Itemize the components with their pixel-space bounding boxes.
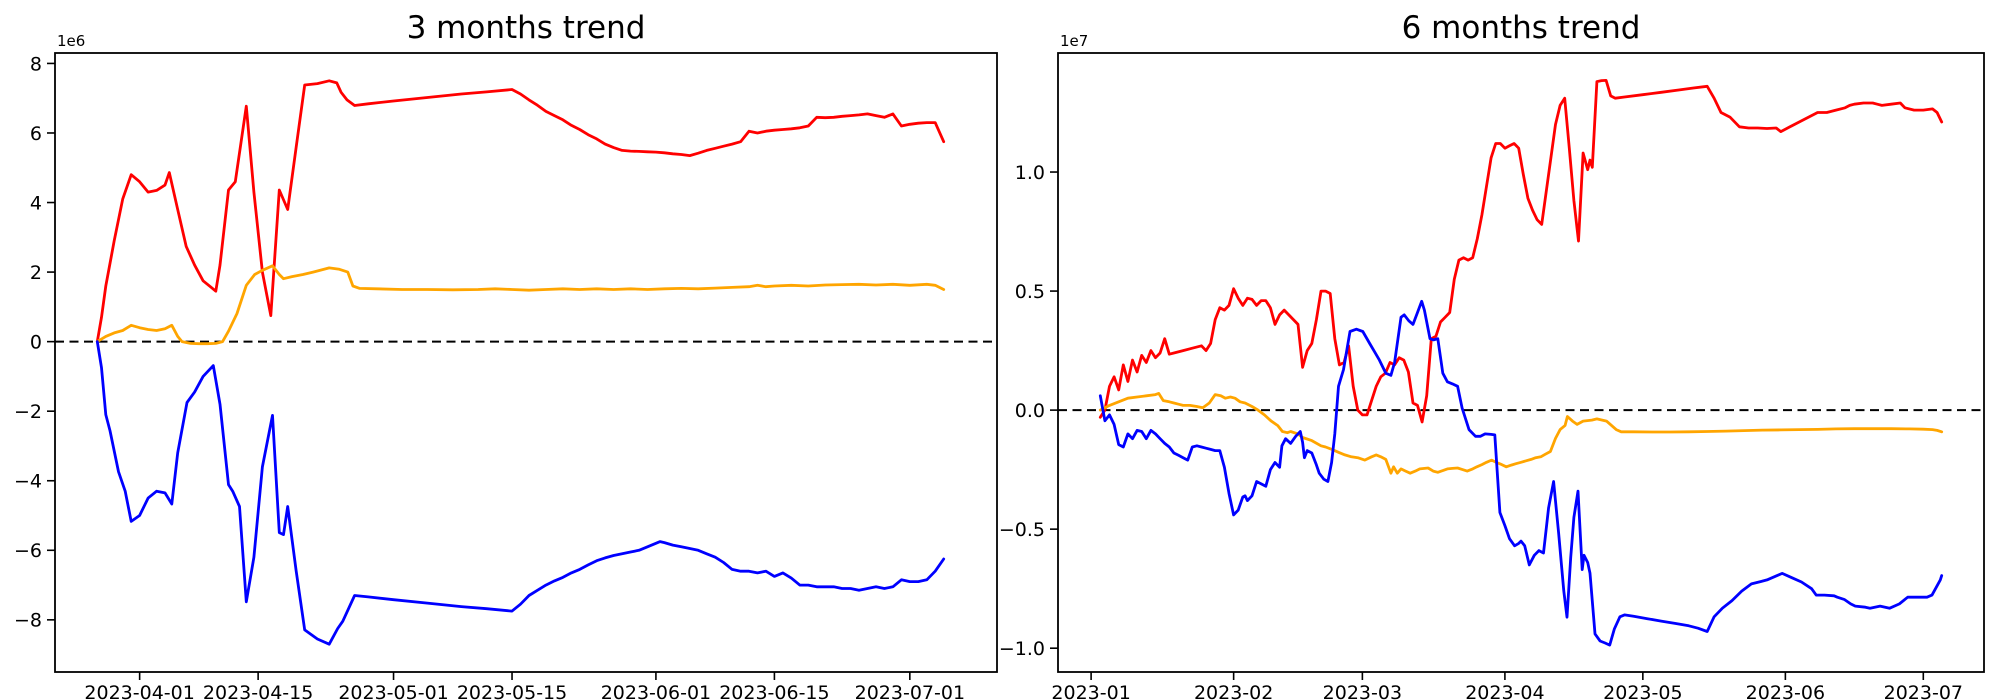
x-axis-tick-label: 2023-07-01 bbox=[855, 682, 965, 700]
x-axis-tick-label: 2023-04-15 bbox=[203, 682, 313, 700]
y-axis-tick-label: 6 bbox=[30, 123, 42, 145]
y-axis-tick-label: −2 bbox=[14, 401, 42, 423]
x-axis-tick-label: 2023-06 bbox=[1746, 682, 1825, 700]
y-axis-offset-label: 1e7 bbox=[1060, 32, 1088, 50]
x-axis-tick-label: 2023-03 bbox=[1323, 682, 1402, 700]
y-axis-tick-label: 8 bbox=[30, 53, 42, 75]
axes-border bbox=[54, 52, 998, 673]
series-line-blue bbox=[1098, 299, 1944, 647]
x-axis-tick-label: 2023-02 bbox=[1194, 682, 1273, 700]
series-line-orange bbox=[1098, 391, 1944, 475]
right-chart-title: 6 months trend bbox=[1401, 10, 1641, 46]
y-axis-tick-label: 1.0 bbox=[1015, 162, 1045, 184]
y-axis-tick-label: −8 bbox=[14, 610, 42, 632]
series-line-blue bbox=[95, 340, 946, 646]
y-axis-tick-label: −4 bbox=[14, 471, 42, 493]
y-axis-tick-label: −1.0 bbox=[999, 638, 1045, 660]
x-axis-tick-label: 2023-05 bbox=[1603, 682, 1682, 700]
x-axis-tick-label: 2023-06-01 bbox=[601, 682, 711, 700]
x-axis-tick-label: 2023-07 bbox=[1884, 682, 1963, 700]
y-axis-tick-label: 0.0 bbox=[1015, 400, 1045, 422]
y-axis-tick-label: −0.5 bbox=[999, 519, 1045, 541]
x-axis-tick-label: 2023-05-15 bbox=[457, 682, 567, 700]
y-axis-tick-label: −6 bbox=[14, 540, 42, 562]
series-line-red bbox=[1098, 79, 1944, 424]
y-axis-tick-label: 0 bbox=[30, 331, 42, 353]
y-axis-tick-label: 4 bbox=[30, 192, 42, 214]
x-axis-tick-label: 2023-06-15 bbox=[719, 682, 829, 700]
y-axis-tick-label: 0.5 bbox=[1015, 281, 1045, 303]
left-chart-title: 3 months trend bbox=[406, 10, 646, 46]
x-axis-tick-label: 2023-04-01 bbox=[84, 682, 194, 700]
x-axis-tick-label: 2023-05-01 bbox=[338, 682, 448, 700]
x-axis-tick-label: 2023-01 bbox=[1051, 682, 1130, 700]
x-axis-tick-label: 2023-04 bbox=[1465, 682, 1544, 700]
axes-border bbox=[1057, 52, 1985, 673]
y-axis-offset-label: 1e6 bbox=[57, 32, 85, 50]
series-line-orange bbox=[95, 264, 946, 346]
y-axis-tick-label: 2 bbox=[30, 262, 42, 284]
series-line-red bbox=[95, 79, 946, 344]
